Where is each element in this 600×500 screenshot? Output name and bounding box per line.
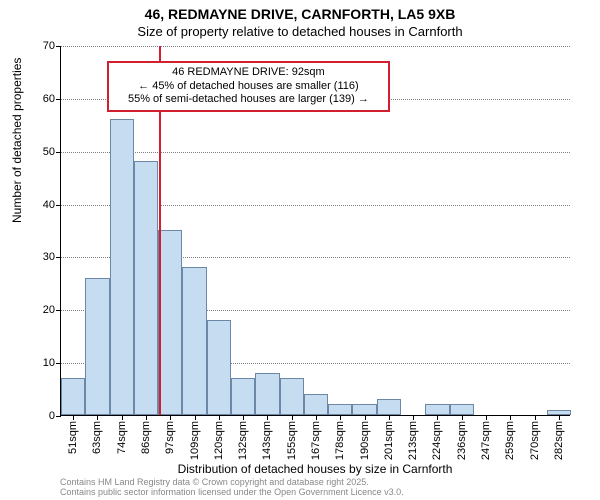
x-tick-label: 97sqm <box>164 421 176 454</box>
x-tick-mark <box>195 415 196 420</box>
x-tick-mark <box>413 415 414 420</box>
x-tick-label: 120sqm <box>213 421 225 460</box>
x-tick-label: 63sqm <box>91 421 103 454</box>
x-tick-mark <box>559 415 560 420</box>
histogram-bar <box>158 230 182 415</box>
x-tick-mark <box>292 415 293 420</box>
x-tick-mark <box>340 415 341 420</box>
x-tick-mark <box>243 415 244 420</box>
y-tick-mark <box>56 416 61 417</box>
plot-area: 01020304050607051sqm63sqm74sqm86sqm97sqm… <box>60 46 570 416</box>
footer-line-2: Contains public sector information licen… <box>60 488 590 498</box>
y-tick-mark <box>56 310 61 311</box>
chart-subtitle: Size of property relative to detached ho… <box>0 24 600 39</box>
x-tick-label: 109sqm <box>189 421 201 460</box>
x-axis-title: Distribution of detached houses by size … <box>60 462 570 476</box>
x-tick-mark <box>316 415 317 420</box>
gridline <box>61 46 570 47</box>
y-tick-mark <box>56 99 61 100</box>
y-tick-label: 50 <box>31 146 55 158</box>
y-tick-mark <box>56 363 61 364</box>
y-tick-mark <box>56 205 61 206</box>
annotation-line: ← 45% of detached houses are smaller (11… <box>115 80 382 94</box>
histogram-chart: 46, REDMAYNE DRIVE, CARNFORTH, LA5 9XB S… <box>0 0 600 500</box>
x-tick-mark <box>97 415 98 420</box>
histogram-bar <box>85 278 109 415</box>
x-tick-mark <box>486 415 487 420</box>
y-tick-label: 40 <box>31 199 55 211</box>
x-tick-mark <box>122 415 123 420</box>
x-tick-label: 270sqm <box>529 421 541 460</box>
histogram-bar <box>377 399 401 415</box>
y-tick-label: 60 <box>31 93 55 105</box>
x-tick-mark <box>267 415 268 420</box>
x-tick-mark <box>510 415 511 420</box>
gridline <box>61 152 570 153</box>
x-tick-label: 247sqm <box>480 421 492 460</box>
x-tick-label: 86sqm <box>140 421 152 454</box>
x-tick-label: 190sqm <box>359 421 371 460</box>
x-tick-label: 51sqm <box>67 421 79 454</box>
x-tick-mark <box>219 415 220 420</box>
x-tick-mark <box>437 415 438 420</box>
y-axis-title: Number of detached properties <box>10 58 24 223</box>
y-tick-mark <box>56 257 61 258</box>
y-tick-label: 70 <box>31 40 55 52</box>
annotation-box: 46 REDMAYNE DRIVE: 92sqm← 45% of detache… <box>107 61 390 112</box>
x-tick-label: 155sqm <box>286 421 298 460</box>
histogram-bar <box>255 373 279 415</box>
x-tick-mark <box>535 415 536 420</box>
x-tick-label: 224sqm <box>431 421 443 460</box>
histogram-bar <box>231 378 255 415</box>
histogram-bar <box>207 320 231 415</box>
x-tick-label: 259sqm <box>504 421 516 460</box>
x-tick-label: 143sqm <box>261 421 273 460</box>
histogram-bar <box>61 378 85 415</box>
x-tick-mark <box>146 415 147 420</box>
x-tick-label: 282sqm <box>553 421 565 460</box>
y-tick-label: 0 <box>31 410 55 422</box>
chart-title: 46, REDMAYNE DRIVE, CARNFORTH, LA5 9XB <box>0 6 600 22</box>
x-tick-mark <box>170 415 171 420</box>
x-tick-label: 178sqm <box>334 421 346 460</box>
x-tick-mark <box>365 415 366 420</box>
histogram-bar <box>352 404 376 415</box>
y-tick-label: 20 <box>31 304 55 316</box>
histogram-bar <box>304 394 328 415</box>
histogram-bar <box>425 404 449 415</box>
x-tick-label: 201sqm <box>383 421 395 460</box>
x-tick-mark <box>73 415 74 420</box>
histogram-bar <box>450 404 474 415</box>
x-tick-label: 74sqm <box>116 421 128 454</box>
x-tick-label: 167sqm <box>310 421 322 460</box>
annotation-line: 55% of semi-detached houses are larger (… <box>115 93 382 107</box>
y-tick-label: 30 <box>31 251 55 263</box>
attribution-footer: Contains HM Land Registry data © Crown c… <box>60 478 590 498</box>
x-tick-mark <box>462 415 463 420</box>
histogram-bar <box>182 267 206 415</box>
histogram-bar <box>280 378 304 415</box>
x-tick-mark <box>389 415 390 420</box>
annotation-line: 46 REDMAYNE DRIVE: 92sqm <box>115 66 382 80</box>
x-tick-label: 213sqm <box>407 421 419 460</box>
y-tick-label: 10 <box>31 357 55 369</box>
y-tick-mark <box>56 46 61 47</box>
histogram-bar <box>328 404 352 415</box>
histogram-bar <box>134 161 158 415</box>
y-tick-mark <box>56 152 61 153</box>
x-tick-label: 132sqm <box>237 421 249 460</box>
histogram-bar <box>110 119 134 415</box>
x-tick-label: 236sqm <box>456 421 468 460</box>
